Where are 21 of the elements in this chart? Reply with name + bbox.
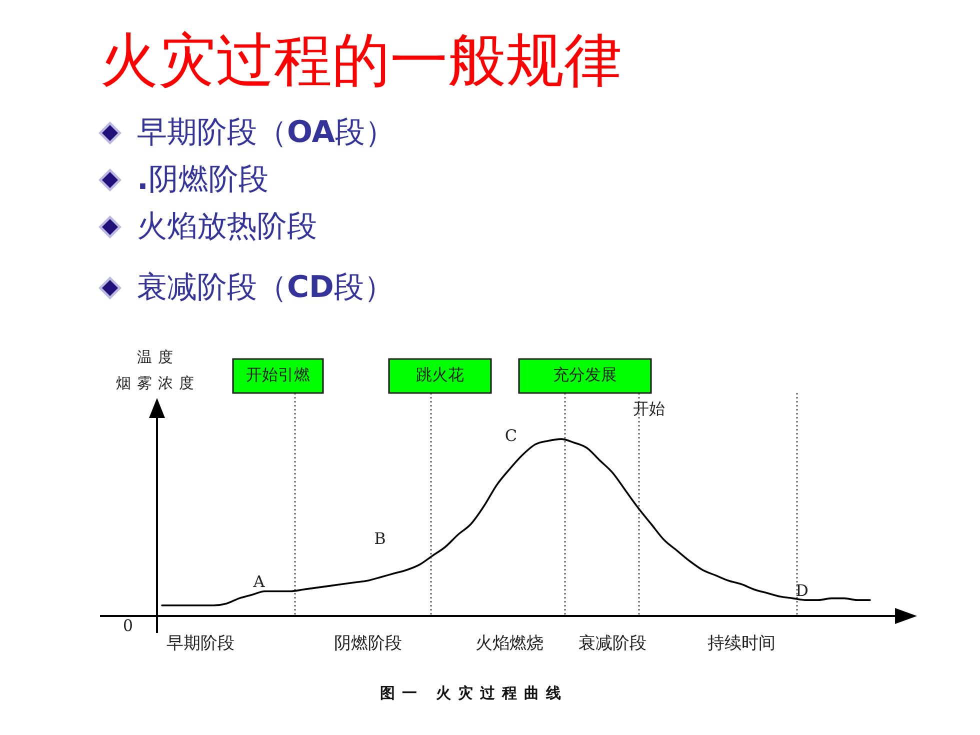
annotation: D	[796, 581, 808, 600]
annotation: B	[374, 529, 386, 548]
x-tick-label: 火焰燃烧	[476, 634, 544, 654]
text: 开始	[633, 399, 665, 418]
text: 衰减阶段（CD段）	[137, 270, 394, 305]
x-tick-label: 衰减阶段	[578, 634, 647, 654]
chart-title: 火灾过程的一般规律	[100, 26, 622, 94]
text: 早期阶段（OA段）	[137, 115, 395, 150]
annotation: A	[252, 572, 266, 592]
text: 充分发展	[553, 365, 617, 384]
text: 图一 火灾过程曲线	[378, 684, 570, 703]
text: 火焰放热阶段	[137, 209, 317, 244]
text: 开始引燃	[246, 365, 310, 384]
x-tick-label: 早期阶段	[166, 634, 235, 654]
x-tick-label: 持续时间	[707, 634, 776, 654]
x-tick-label: 阴燃阶段	[334, 634, 402, 654]
annotation: C	[504, 426, 518, 446]
y-axis-title: 温度烟雾浓度	[115, 347, 200, 394]
text: 跳火花	[416, 365, 464, 384]
text: .阴燃阶段	[137, 162, 268, 197]
text: 0	[122, 616, 134, 636]
